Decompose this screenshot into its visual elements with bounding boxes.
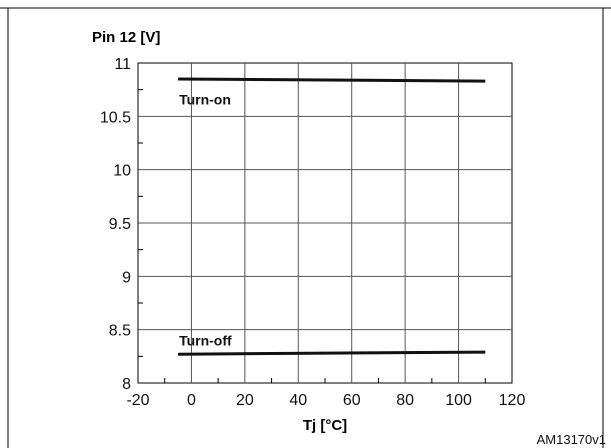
x-tick-label: 20 [236, 392, 254, 409]
series-line-turn-on [178, 77, 486, 83]
y-tick-labels: 11 10.5 10 9.5 9 8.5 8 [100, 56, 131, 393]
minor-ticks [138, 89, 486, 383]
annotation-turn-off: Turn-off [179, 332, 232, 348]
x-axis-title: Tj [°C] [303, 417, 347, 434]
x-tick-label: -20 [126, 392, 149, 409]
figure-reference: AM13170v1 [537, 432, 606, 447]
grid [138, 63, 512, 383]
annotation-turn-on: Turn-on [179, 91, 231, 107]
y-tick-label: 9.5 [109, 216, 131, 233]
x-tick-label: 80 [396, 392, 414, 409]
x-tick-label: 0 [187, 392, 196, 409]
x-tick-labels: -20 0 20 40 60 80 100 120 [126, 392, 525, 409]
y-tick-label: 9 [122, 269, 131, 286]
x-tick-label: 120 [499, 392, 526, 409]
y-tick-label: 11 [114, 56, 131, 73]
series-line-turn-off [178, 350, 486, 356]
x-tick-label: 100 [445, 392, 472, 409]
x-tick-label: 60 [343, 392, 361, 409]
series-group [178, 77, 486, 356]
y-tick-label: 10.5 [100, 109, 131, 126]
annotations: Turn-on Turn-off [179, 91, 232, 348]
y-tick-label: 10 [113, 163, 131, 180]
y-axis-title: Pin 12 [V] [92, 29, 160, 46]
x-tick-label: 40 [289, 392, 307, 409]
y-tick-label: 8 [122, 376, 131, 393]
y-tick-label: 8.5 [109, 323, 131, 340]
